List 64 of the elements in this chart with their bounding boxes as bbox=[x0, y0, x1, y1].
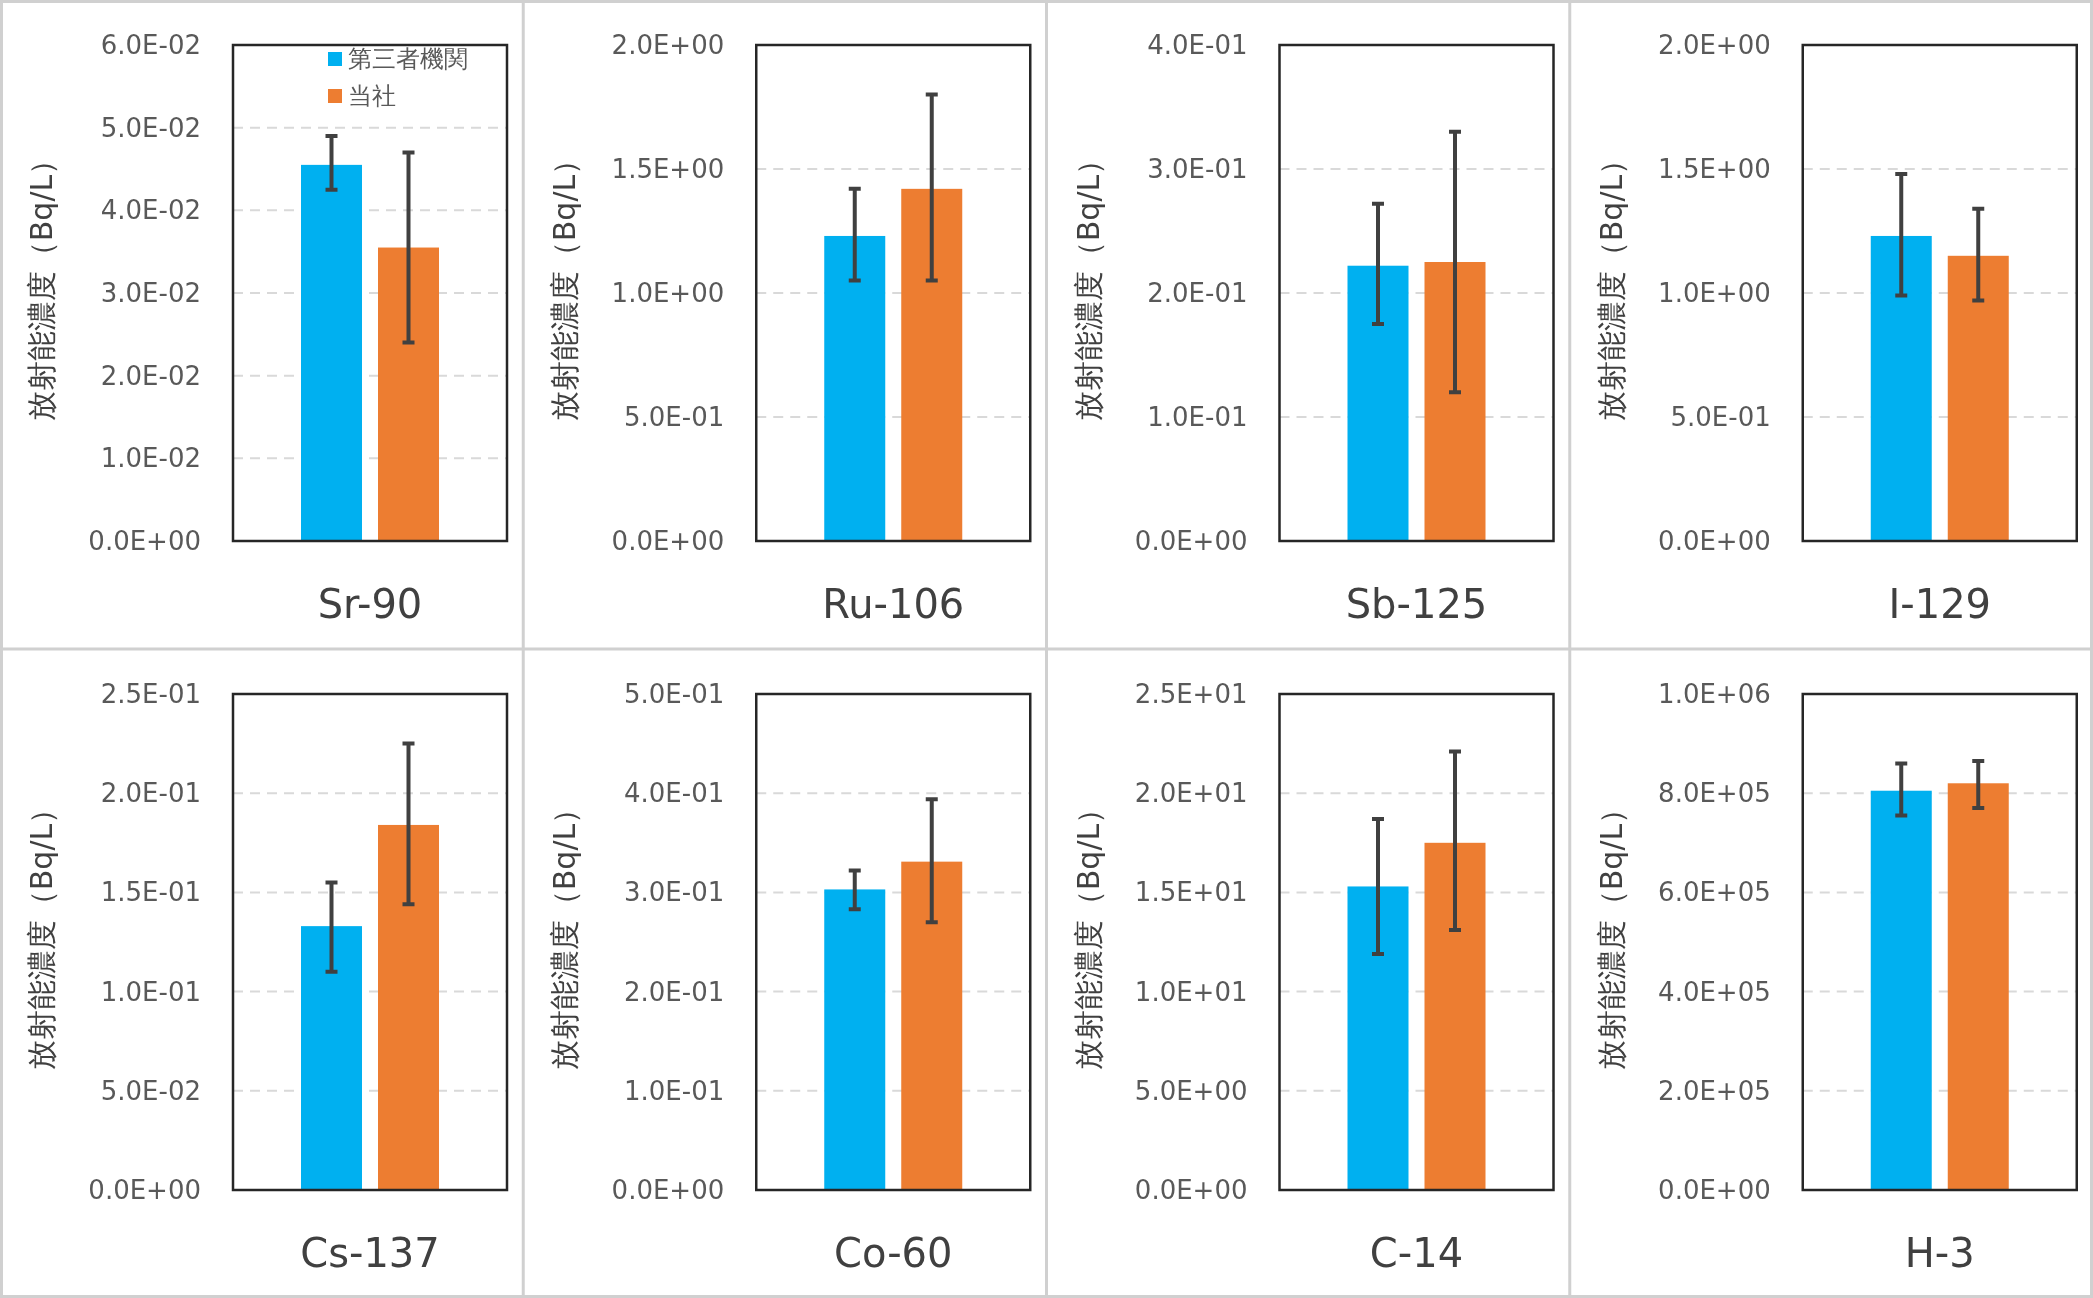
y-tick-label: 0.0E+00 bbox=[611, 1175, 725, 1205]
x-tick-label: C-14 bbox=[1369, 1230, 1464, 1276]
y-tick-label: 4.0E-02 bbox=[100, 195, 201, 226]
y-tick-label: 8.0E+05 bbox=[1658, 778, 1771, 809]
y-tick-label: 0.0E+00 bbox=[88, 526, 201, 556]
y-tick-label: 1.0E-01 bbox=[100, 976, 201, 1007]
y-axis-title: 放射能濃度（Bq/L） bbox=[547, 144, 583, 422]
y-tick-label: 1.0E-01 bbox=[624, 1075, 725, 1106]
y-tick-label: 5.0E-02 bbox=[100, 112, 201, 143]
y-tick-label: 3.0E-02 bbox=[100, 278, 201, 308]
y-axis-title: 放射能濃度（Bq/L） bbox=[24, 793, 59, 1071]
y-tick-label: 5.0E-01 bbox=[624, 402, 725, 432]
y-tick-label: 2.5E-01 bbox=[100, 679, 201, 709]
y-tick-label: 6.0E-02 bbox=[100, 30, 201, 60]
y-axis-title: 放射能濃度（Bq/L） bbox=[547, 793, 583, 1071]
y-tick-label: 1.0E+06 bbox=[1658, 679, 1771, 709]
y-axis-title: 放射能濃度（Bq/L） bbox=[1070, 793, 1106, 1071]
y-tick-label: 1.0E-02 bbox=[100, 443, 201, 474]
y-axis-title: 放射能濃度（Bq/L） bbox=[1593, 144, 1629, 422]
y-tick-label: 2.0E-02 bbox=[100, 360, 201, 391]
y-tick-label: 1.0E+01 bbox=[1134, 976, 1248, 1007]
y-tick-label: 0.0E+00 bbox=[1134, 526, 1248, 556]
y-tick-label: 4.0E-01 bbox=[1147, 30, 1248, 60]
y-tick-label: 0.0E+00 bbox=[1658, 526, 1771, 556]
y-tick-label: 2.5E+01 bbox=[1134, 679, 1248, 709]
x-tick-label: Co-60 bbox=[834, 1230, 953, 1276]
y-tick-label: 2.0E+00 bbox=[611, 30, 725, 60]
x-tick-label: I-129 bbox=[1888, 581, 1992, 627]
y-tick-label: 2.0E+05 bbox=[1658, 1075, 1771, 1106]
y-tick-label: 1.5E-01 bbox=[100, 877, 201, 908]
x-tick-label: Sr-90 bbox=[317, 581, 423, 627]
y-tick-label: 0.0E+00 bbox=[1134, 1175, 1248, 1205]
y-tick-label: 6.0E+05 bbox=[1658, 877, 1771, 908]
legend-label: 当社 bbox=[348, 82, 396, 110]
y-tick-label: 1.0E+00 bbox=[1658, 278, 1771, 308]
y-tick-label: 4.0E+05 bbox=[1658, 976, 1771, 1007]
y-tick-label: 5.0E-02 bbox=[100, 1075, 201, 1106]
y-tick-label: 0.0E+00 bbox=[611, 526, 725, 556]
y-tick-label: 1.5E+00 bbox=[1658, 154, 1771, 184]
y-tick-label: 2.0E+01 bbox=[1134, 778, 1248, 809]
x-tick-label: Cs-137 bbox=[300, 1230, 440, 1276]
x-tick-label: Sb-125 bbox=[1345, 581, 1488, 627]
y-tick-label: 1.0E+00 bbox=[611, 278, 725, 308]
y-tick-label: 4.0E-01 bbox=[624, 778, 725, 809]
y-tick-label: 5.0E+00 bbox=[1134, 1075, 1248, 1106]
y-axis-title: 放射能濃度（Bq/L） bbox=[1070, 144, 1106, 422]
y-tick-label: 1.0E-01 bbox=[1147, 402, 1248, 432]
y-tick-label: 0.0E+00 bbox=[88, 1175, 201, 1205]
y-tick-label: 5.0E-01 bbox=[1670, 402, 1771, 432]
y-axis-title: 放射能濃度（Bq/L） bbox=[24, 144, 59, 422]
y-tick-label: 3.0E-01 bbox=[1147, 154, 1248, 184]
y-tick-label: 2.0E-01 bbox=[1147, 278, 1248, 308]
y-tick-label: 1.5E+00 bbox=[611, 154, 725, 184]
y-tick-label: 2.0E-01 bbox=[100, 778, 201, 809]
y-tick-label: 0.0E+00 bbox=[1658, 1175, 1771, 1205]
x-tick-label: Ru-106 bbox=[822, 581, 965, 627]
y-tick-label: 1.5E+01 bbox=[1134, 877, 1248, 908]
x-tick-label: H-3 bbox=[1904, 1230, 1975, 1276]
y-tick-label: 3.0E-01 bbox=[624, 877, 725, 908]
y-tick-label: 2.0E+00 bbox=[1658, 30, 1771, 60]
legend-label: 第三者機関 bbox=[348, 45, 468, 73]
y-tick-label: 5.0E-01 bbox=[624, 679, 725, 709]
y-tick-label: 2.0E-01 bbox=[624, 976, 725, 1007]
y-axis-title: 放射能濃度（Bq/L） bbox=[1593, 793, 1629, 1071]
